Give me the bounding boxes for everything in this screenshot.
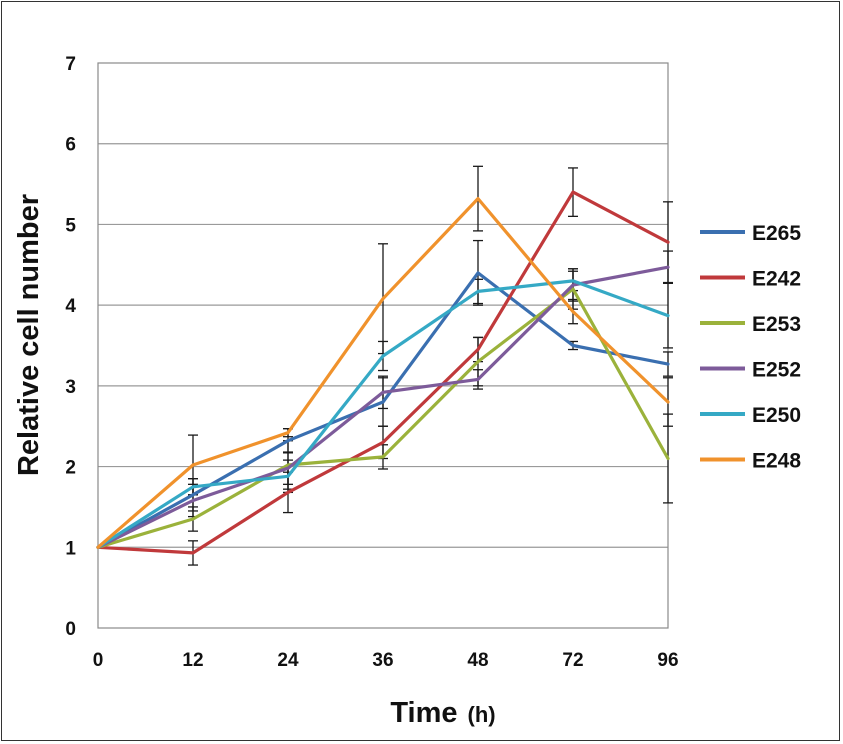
x-axis-title: Time (h) xyxy=(390,697,495,729)
x-tick-label: 24 xyxy=(277,650,299,671)
legend-label: E265 xyxy=(752,222,801,245)
y-tick-label: 6 xyxy=(65,135,76,156)
x-tick-label: 36 xyxy=(372,650,393,671)
y-tick-label: 2 xyxy=(65,458,76,479)
x-tick-labels: 0 12 24 36 48 72 96 xyxy=(93,650,679,671)
y-tick-label: 7 xyxy=(65,54,76,75)
x-axis-unit: (h) xyxy=(468,702,496,727)
y-tick-labels: 0 1 2 3 4 5 6 7 xyxy=(65,54,76,640)
x-tick-label: 72 xyxy=(562,650,583,671)
series-lines xyxy=(96,190,670,555)
y-tick-label: 5 xyxy=(65,215,76,236)
x-tick-label: 96 xyxy=(657,650,678,671)
legend-label: E242 xyxy=(752,268,801,291)
y-tick-label: 3 xyxy=(65,377,76,398)
x-tick-label: 0 xyxy=(93,650,104,671)
error-bars xyxy=(188,165,673,566)
legend: E265 E242 E253 E252 E250 E248 xyxy=(700,222,801,473)
x-axis-title-text: Time xyxy=(390,697,457,729)
y-tick-label: 4 xyxy=(65,296,76,317)
y-tick-label: 0 xyxy=(65,619,76,640)
series-line-e253 xyxy=(96,287,670,549)
y-tick-label: 1 xyxy=(65,538,76,559)
x-tick-label: 48 xyxy=(467,650,488,671)
series-line-e250 xyxy=(96,279,670,549)
series-line-e242 xyxy=(96,190,670,555)
legend-label: E250 xyxy=(752,404,801,427)
legend-label: E253 xyxy=(752,313,801,336)
series-line-e265 xyxy=(96,271,670,549)
x-tick-label: 12 xyxy=(182,650,203,671)
legend-label: E248 xyxy=(752,450,801,473)
series-line-e248 xyxy=(96,197,670,549)
y-axis-title: Relative cell number xyxy=(13,194,45,476)
series-line-e252 xyxy=(96,265,670,549)
legend-label: E252 xyxy=(752,359,801,382)
